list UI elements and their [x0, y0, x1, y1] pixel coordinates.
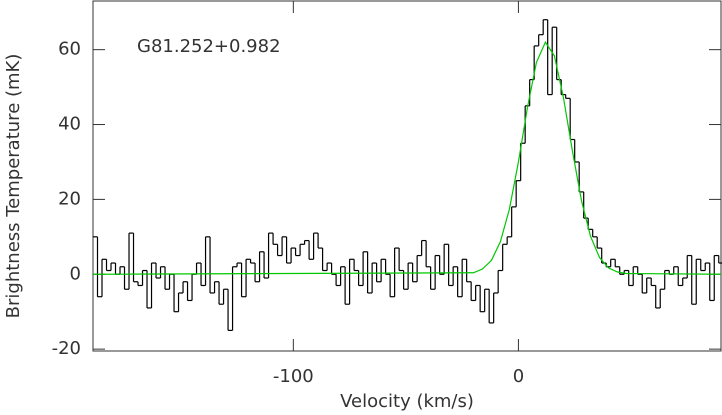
- y-axis-label: Brightness Temperature (mK): [3, 54, 24, 319]
- x-tick-label: 0: [513, 366, 524, 387]
- x-axis-label: Velocity (km/s): [340, 391, 474, 412]
- x-tick-label: -100: [273, 366, 314, 387]
- y-tick-label: 0: [70, 263, 81, 284]
- step-connector: [96, 19, 720, 331]
- y-tick-label: -20: [52, 338, 81, 359]
- annotation: G81.252+0.982: [137, 36, 281, 57]
- y-tick-label: 20: [58, 188, 81, 209]
- fit-line: [92, 40, 722, 275]
- plot-frame: [92, 0, 722, 352]
- y-tick-label: 60: [58, 39, 81, 60]
- y-tick-label: 40: [58, 114, 81, 135]
